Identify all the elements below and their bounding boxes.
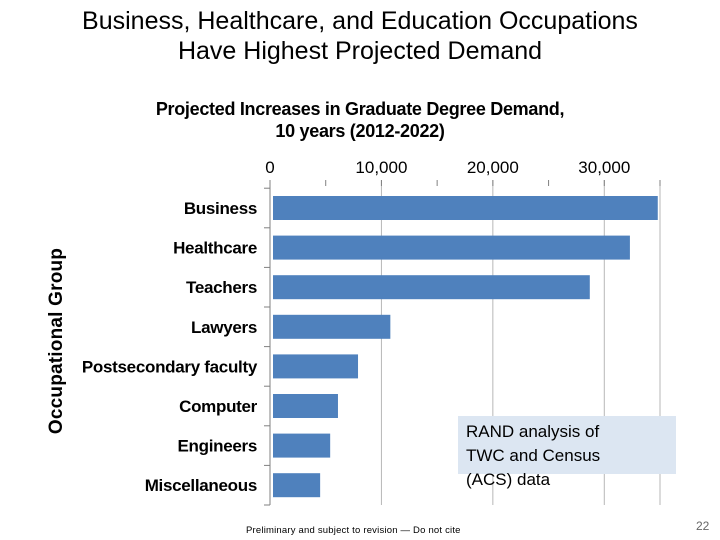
bar xyxy=(273,473,321,498)
slide-title-line-1: Business, Healthcare, and Education Occu… xyxy=(82,7,638,35)
x-tick-label: 10,000 xyxy=(355,158,407,177)
category-labels: Business Healthcare Teachers Lawyers Postsec… xyxy=(82,199,258,495)
bar xyxy=(273,196,658,220)
bar xyxy=(273,433,331,458)
category-label: Miscellaneous xyxy=(145,476,257,495)
category-label: Healthcare xyxy=(173,239,257,258)
bar xyxy=(273,275,590,300)
footer-disclaimer: Preliminary and subject to revision — Do… xyxy=(246,525,461,536)
chart-title: Projected Increases in Graduate Degree D… xyxy=(120,98,600,142)
x-tick-label: 20,000 xyxy=(467,158,519,177)
bar xyxy=(273,394,338,418)
bars xyxy=(273,196,658,498)
x-axis-ticks: 0 10,000 20,000 30,000 xyxy=(265,158,630,177)
slide-title-line-2: Have Highest Projected Demand xyxy=(177,37,543,65)
bar xyxy=(273,314,391,339)
category-label: Engineers xyxy=(178,437,258,456)
x-tick-label: 0 xyxy=(265,158,274,177)
chart-title-line-2: 10 years (2012-2022) xyxy=(275,121,445,141)
source-note-line-2: TWC and Census xyxy=(466,446,601,465)
x-tick-label: 30,000 xyxy=(578,158,630,177)
category-label: Teachers xyxy=(186,278,257,297)
slide-title: Business, Healthcare, and Education Occu… xyxy=(20,6,700,66)
category-label: Business xyxy=(184,199,257,218)
category-label: Postsecondary faculty xyxy=(82,357,258,376)
source-note: RAND analysis of TWC and Census (ACS) da… xyxy=(458,416,676,489)
page-number: 22 xyxy=(696,519,710,533)
category-label: Computer xyxy=(179,397,258,416)
chart-title-line-1: Projected Increases in Graduate Degree D… xyxy=(155,99,565,119)
source-note-line-3: (ACS) data xyxy=(466,470,551,489)
bar xyxy=(273,235,630,260)
source-note-line-1: RAND analysis of xyxy=(466,422,600,441)
category-label: Lawyers xyxy=(191,318,257,337)
bar xyxy=(273,354,359,379)
